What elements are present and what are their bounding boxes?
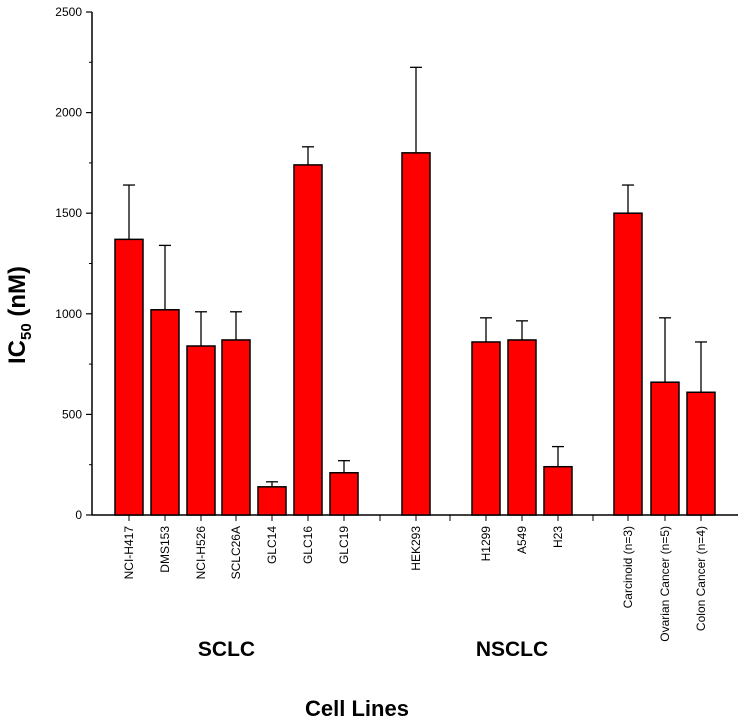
y-axis-title-unit: (nM) bbox=[4, 266, 31, 323]
y-tick-label: 2000 bbox=[55, 106, 82, 120]
x-axis-category-labels: NCI-H417 DMS153 NCI-H526 SCLC26A GLC14 GLC16 G… bbox=[122, 526, 708, 642]
y-tick-label: 0 bbox=[75, 508, 82, 522]
x-category-label: GLC19 bbox=[337, 526, 351, 564]
x-category-label: NCI-H417 bbox=[122, 526, 136, 580]
group-label: NSCLC bbox=[476, 638, 548, 661]
x-category-label: GLC14 bbox=[265, 526, 279, 564]
bar bbox=[543, 465, 573, 516]
y-axis-title: IC50 (nM) bbox=[4, 266, 35, 364]
x-category-label: SCLC26A bbox=[229, 526, 243, 579]
x-category-label: HEK293 bbox=[409, 526, 423, 571]
bar bbox=[507, 339, 537, 516]
bar bbox=[186, 345, 216, 516]
group-label: SCLC bbox=[198, 638, 255, 661]
bar bbox=[650, 381, 680, 516]
bar bbox=[401, 152, 431, 516]
x-category-label: NCI-H526 bbox=[194, 526, 208, 580]
bar bbox=[221, 339, 251, 516]
bar bbox=[293, 164, 323, 516]
error-bars bbox=[123, 66, 707, 487]
y-tick-label: 500 bbox=[62, 407, 82, 421]
bar bbox=[613, 212, 643, 516]
bar bbox=[329, 471, 359, 516]
x-category-label: H1299 bbox=[479, 526, 493, 562]
bars bbox=[114, 152, 716, 516]
bar bbox=[150, 309, 180, 516]
y-axis-title-subscript: 50 bbox=[18, 323, 35, 340]
bar bbox=[114, 238, 144, 516]
bar bbox=[471, 341, 501, 516]
y-axis-ticks: 0 500 1000 1500 2000 2500 bbox=[55, 5, 702, 522]
x-category-label: Carcinoid (n=3) bbox=[621, 526, 635, 608]
x-category-label: A549 bbox=[515, 526, 529, 554]
bar bbox=[686, 391, 716, 516]
y-tick-label: 2500 bbox=[55, 5, 82, 19]
x-category-label: H23 bbox=[551, 526, 565, 548]
x-category-label: DMS153 bbox=[158, 526, 172, 573]
y-axis-title-main: IC bbox=[4, 340, 31, 364]
x-category-label: Ovarian Cancer (n=5) bbox=[658, 526, 672, 642]
x-category-label: Colon Cancer (n=4) bbox=[694, 526, 708, 631]
bar bbox=[257, 486, 287, 516]
x-category-label: GLC16 bbox=[301, 526, 315, 564]
y-tick-label: 1000 bbox=[55, 307, 82, 321]
y-tick-label: 1500 bbox=[55, 206, 82, 220]
x-axis-title: Cell Lines bbox=[305, 696, 409, 721]
group-labels: SCLC NSCLC bbox=[198, 638, 548, 661]
